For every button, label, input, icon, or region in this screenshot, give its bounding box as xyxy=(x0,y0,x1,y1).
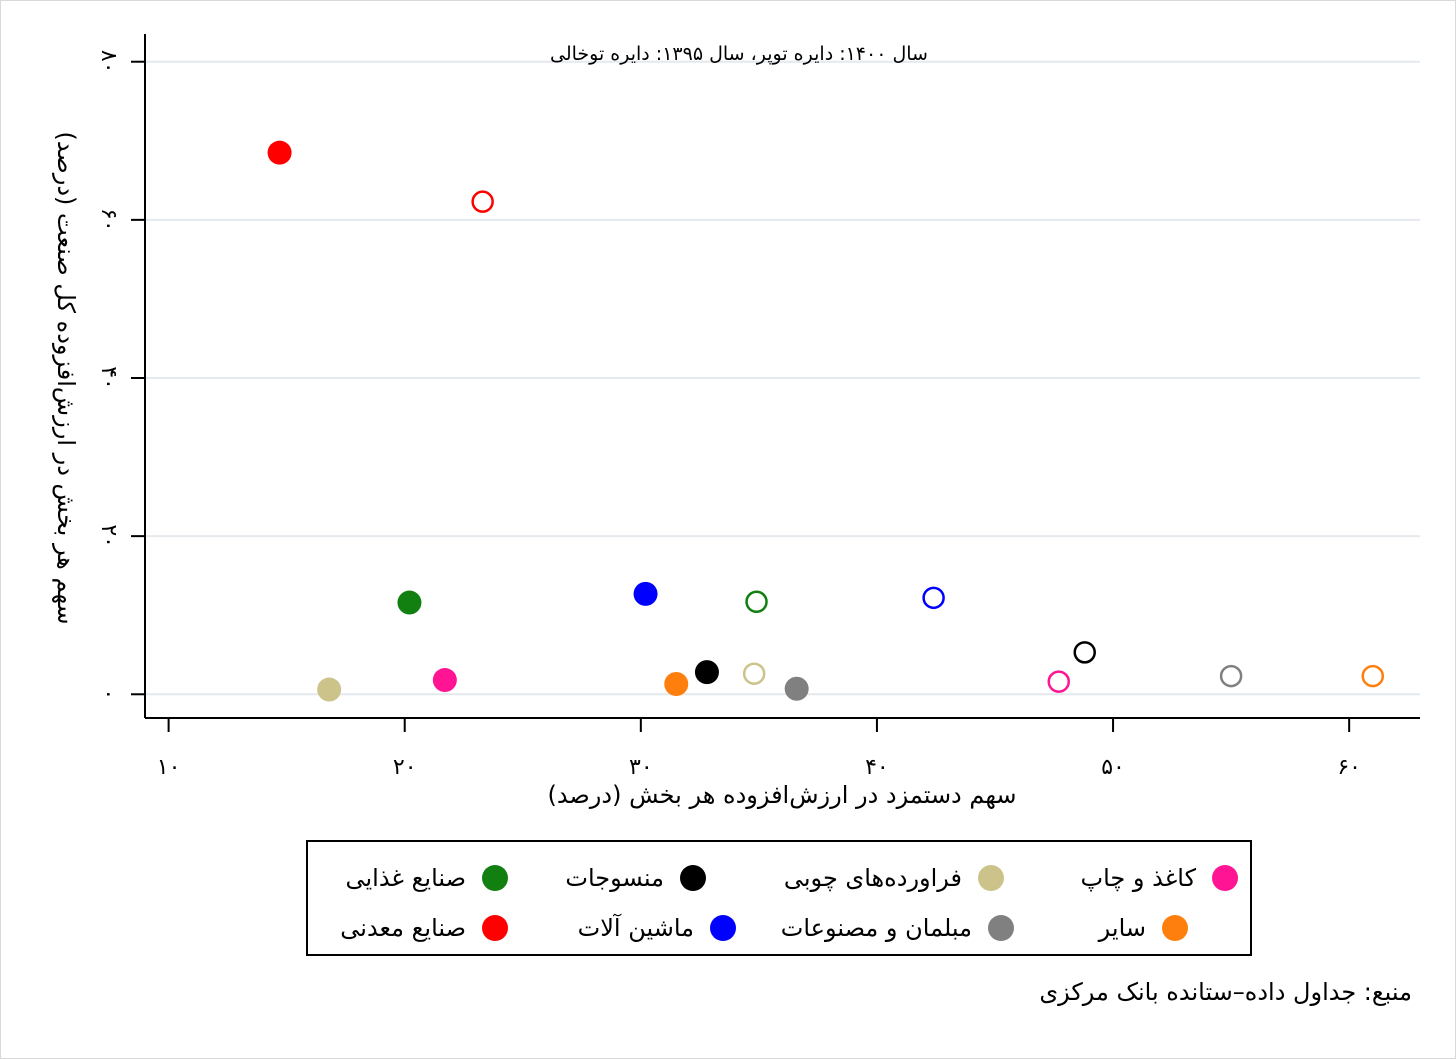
legend-label: صنایع معدنی xyxy=(340,914,466,942)
y-tick-label: ۰ xyxy=(96,688,121,700)
legend-item-mineral: صنایع معدنی xyxy=(328,908,508,948)
legend-marker xyxy=(680,865,706,891)
y-tick-label: ۸۰ xyxy=(96,50,121,74)
chart-annotation: سال ۱۴۰۰: دایره توپر، سال ۱۳۹۵: دایره تو… xyxy=(550,43,928,65)
legend-marker xyxy=(988,915,1014,941)
data-point xyxy=(1361,664,1385,688)
legend-marker xyxy=(978,865,1004,891)
data-point xyxy=(694,660,719,685)
legend-label: سایر xyxy=(1098,914,1146,942)
data-points xyxy=(267,140,1385,702)
legend: صنایع غذایی منسوجات فراورده‌های چوبی کاغ… xyxy=(306,840,1252,956)
scatter-chart: ۰ ۲۰ ۴۰ ۶۰ ۸۰ ۱۰ ۲۰ ۳۰ ۴۰ ۵۰ ۶۰ سال ۱۴۰۰: دایره تو… xyxy=(52,34,1420,809)
y-axis-label: سهم هر بخش در ارزش‌افزوده کل صنعت (درصد) xyxy=(52,131,80,624)
axes xyxy=(144,34,1420,719)
legend-item-other: سایر xyxy=(1068,908,1188,948)
legend-marker xyxy=(1212,865,1238,891)
y-tick-label: ۲۰ xyxy=(96,524,121,548)
data-point xyxy=(317,677,342,702)
data-point xyxy=(267,140,292,165)
legend-marker xyxy=(482,865,508,891)
data-point xyxy=(471,190,494,213)
x-tick-label: ۱۰ xyxy=(157,755,181,780)
x-tick-label: ۳۰ xyxy=(629,755,653,780)
y-tick-label: ۶۰ xyxy=(96,208,121,232)
legend-item-furniture: مبلمان و مصنوعات xyxy=(774,908,1014,948)
data-point xyxy=(432,668,457,693)
legend-marker xyxy=(710,915,736,941)
x-tick-label: ۵۰ xyxy=(1101,755,1125,780)
legend-marker xyxy=(1162,915,1188,941)
data-point xyxy=(1219,664,1243,688)
data-point xyxy=(922,586,945,610)
legend-item-wood: فراورده‌های چوبی xyxy=(774,858,1004,898)
data-point xyxy=(742,662,766,685)
data-point xyxy=(397,590,422,615)
data-point xyxy=(784,676,809,701)
legend-item-machinery: ماشین آلات xyxy=(556,908,736,948)
x-tick-label: ۲۰ xyxy=(393,755,417,780)
legend-label: فراورده‌های چوبی xyxy=(783,864,962,892)
legend-label: صنایع غذایی xyxy=(345,864,466,892)
data-point xyxy=(1047,670,1070,693)
legend-label: ماشین آلات xyxy=(577,914,694,942)
x-tick-label: ۴۰ xyxy=(865,755,889,780)
legend-label: مبلمان و مصنوعات xyxy=(780,914,972,942)
legend-item-food: صنایع غذایی xyxy=(328,858,508,898)
source-note: منبع: جداول داده–ستانده بانک مرکزی xyxy=(1039,978,1412,1006)
data-point xyxy=(745,590,768,614)
gridlines xyxy=(145,60,1420,696)
legend-label: منسوجات xyxy=(565,864,664,892)
ticks: ۰ ۲۰ ۴۰ ۶۰ ۸۰ ۱۰ ۲۰ ۳۰ ۴۰ ۵۰ ۶۰ xyxy=(96,50,1361,780)
legend-item-textiles: منسوجات xyxy=(556,858,706,898)
x-tick-label: ۶۰ xyxy=(1337,755,1361,780)
data-point xyxy=(633,581,658,606)
data-point xyxy=(1073,641,1096,664)
legend-marker xyxy=(482,915,508,941)
legend-label: کاغذ و چاپ xyxy=(1080,864,1196,892)
legend-item-paper: کاغذ و چاپ xyxy=(1068,858,1238,898)
data-point xyxy=(664,672,689,696)
x-axis-label: سهم دستمزد در ارزش‌افزوده هر بخش (درصد) xyxy=(547,781,1016,809)
y-tick-label: ۴۰ xyxy=(96,366,121,390)
